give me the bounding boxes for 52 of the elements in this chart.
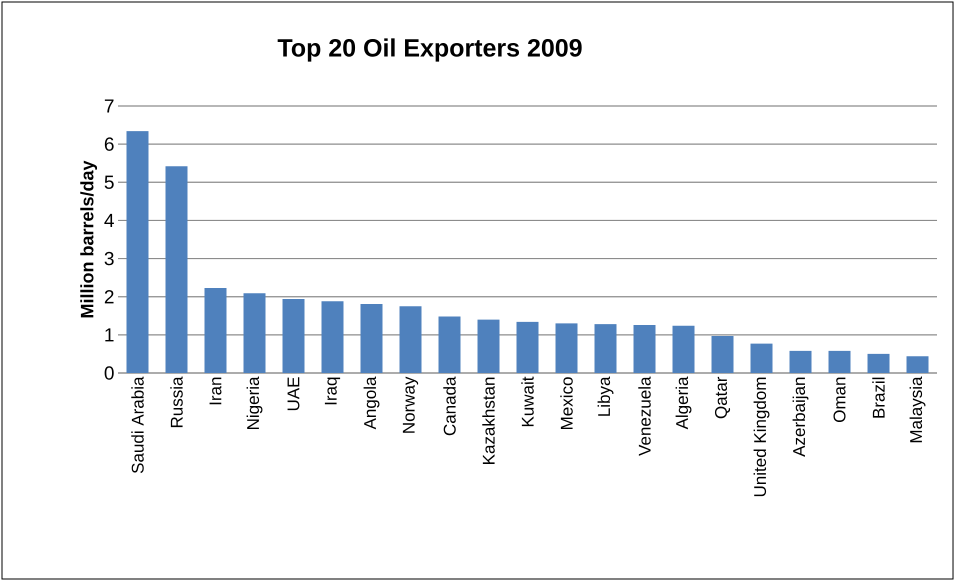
bar [634,324,656,373]
y-tick-label: 6 [104,137,114,151]
x-tick-label: Libya [598,376,614,416]
y-tick-label: 0 [104,366,114,380]
x-tick-label: Oman [833,378,846,422]
y-axis-title: Million barrels/day [80,160,98,318]
bar [400,306,422,373]
bar [516,322,539,373]
bar [438,316,461,373]
x-tick-label: Canada [443,376,456,436]
bar [828,350,851,373]
bar [868,354,890,373]
bar [244,293,266,373]
bar [790,350,812,373]
x-tick-label: Saudi Arabia [131,376,144,474]
x-tick-label: Angola [364,376,380,430]
y-tick-label: 1 [105,328,114,342]
y-tick-label: 7 [104,99,114,113]
x-tick-label: UAE [288,377,300,410]
x-tick-label: Nigeria [246,376,262,429]
x-tick-label: Malaysia [910,376,926,442]
x-tick-label: Mexico [560,377,573,429]
x-tick-label: Brazil [872,378,885,418]
x-tick-label: Russia [170,376,183,428]
y-tick-label: 2 [104,290,114,304]
bar [750,344,773,373]
x-tick-label: Kazakhstan [482,378,495,464]
x-tick-label: Venezuela [638,376,651,456]
bar [672,326,695,373]
x-tick-label: Qatar [714,376,730,418]
x-tick-label: Azerbaijan [792,378,808,457]
chart-title: Top 20 Oil Exporters 2009 [278,38,582,62]
bar [322,301,344,373]
bar [204,288,227,373]
bar [906,356,929,373]
bar [594,324,617,373]
x-tick-label: Kuwait [521,376,534,426]
x-tick-label: Iraq [324,378,340,404]
bar [166,166,188,373]
x-tick-label: Norway [402,376,418,433]
y-tick-label: 5 [104,176,114,189]
bar [712,336,734,373]
x-tick-label: Iran [210,378,222,404]
bar [556,323,578,373]
x-tick-label: United Kingdom [754,378,770,496]
bar [282,299,305,373]
bar [126,131,148,373]
y-tick-label: 4 [104,214,114,227]
bar [360,304,383,373]
y-tick-label: 3 [104,252,114,266]
x-tick-label: Algeria [676,376,692,430]
bar [478,320,500,373]
